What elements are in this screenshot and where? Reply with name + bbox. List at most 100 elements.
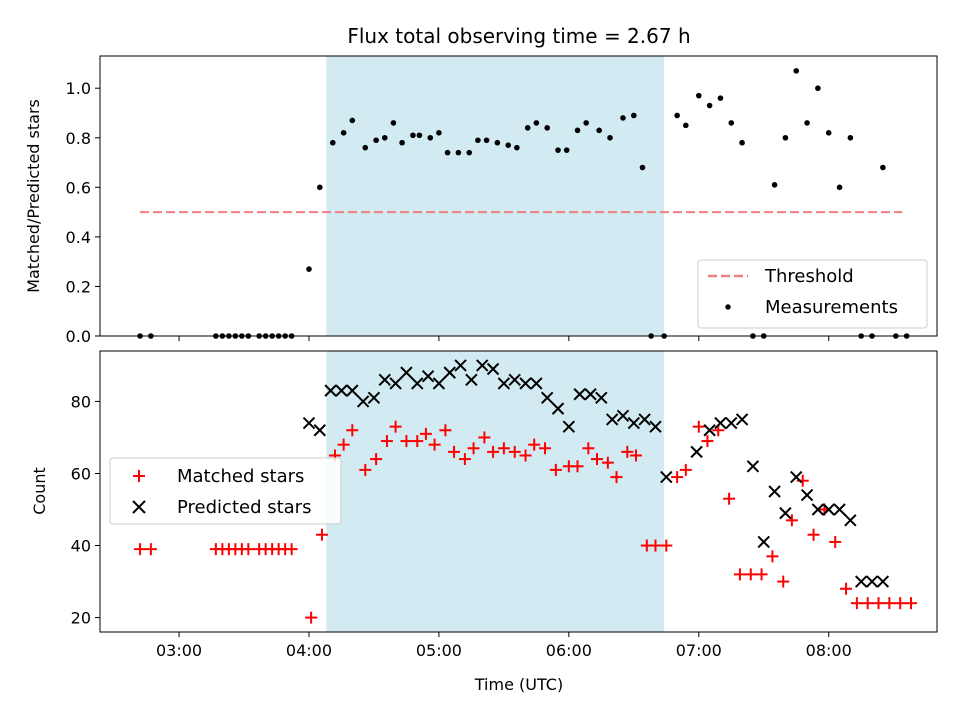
matched-star-point	[610, 471, 623, 484]
measurement-point	[583, 120, 589, 126]
predicted-star-point	[595, 391, 608, 405]
top-axis: 0.0 0.2 0.4 0.6 0.8 1.0	[66, 79, 830, 346]
measurement-point	[574, 127, 581, 134]
predicted-star-point	[638, 413, 651, 426]
measurement-point	[717, 95, 724, 101]
predicted-star-point	[443, 366, 456, 379]
predicted-star-point	[844, 514, 857, 527]
y-tick-label: 0.2	[66, 277, 91, 296]
matched-star-point	[448, 445, 461, 458]
predicted-star-point	[627, 416, 641, 430]
matched-star-point	[744, 568, 757, 581]
measurement-point	[416, 132, 423, 139]
y-tick-label: 20	[71, 609, 91, 628]
matched-star-point	[467, 442, 480, 455]
matched-star-point	[337, 438, 350, 451]
matched-legend-label: Matched stars	[177, 466, 304, 487]
measurement-point	[399, 139, 405, 146]
predicted-star-point	[465, 373, 478, 387]
measurement-point	[782, 134, 789, 141]
y-tick-label: 0.4	[66, 228, 91, 247]
measurement-point	[483, 137, 490, 144]
bottom-panel: 20 40 60 80 03:00 04:00 05:00 06:00 07:00 08:00 C…	[30, 350, 938, 660]
top-panel: 0.0 0.2 0.4 0.6 0.8 1.0 Matched/Predicted sta…	[24, 55, 938, 346]
measurement-point	[349, 117, 356, 124]
predicted-star-point	[573, 388, 586, 401]
measurement-point	[631, 112, 637, 119]
matched-star-point	[419, 427, 432, 440]
matched-star-point	[285, 543, 298, 556]
predicted-star-point	[854, 575, 868, 588]
matched-star-point	[777, 575, 790, 588]
bottom-axes-frame	[99, 350, 938, 633]
measurement-point	[317, 184, 323, 191]
measurement-point	[825, 130, 832, 136]
predicted-star-point	[324, 384, 337, 397]
bottom-legend-box	[109, 457, 342, 525]
matched-star-point	[305, 611, 318, 624]
matched-star-point	[370, 453, 383, 466]
matched-star-point	[692, 420, 705, 433]
matched-star-point	[571, 460, 584, 473]
predicted-star-point	[811, 503, 825, 516]
measurement-point	[739, 139, 745, 146]
predicted-star-point	[335, 384, 348, 397]
matched-star-point	[315, 528, 328, 541]
measurement-point	[533, 120, 540, 126]
measurements-legend-label: Measurements	[765, 297, 898, 318]
predicted-star-point	[421, 370, 435, 383]
x-tick-label: 07:00	[676, 641, 722, 660]
measurement-point	[682, 122, 689, 129]
predicted-star-point	[800, 488, 814, 502]
measurement-point	[544, 125, 550, 131]
predicted-star-point	[367, 391, 381, 405]
predicted-star-point	[833, 503, 846, 516]
measurement-point	[373, 137, 379, 144]
predicted-star-point	[497, 377, 511, 390]
predicted-star-point	[508, 373, 521, 387]
measurement-point	[836, 184, 843, 191]
top-y-axis-label: Matched/Predicted stars	[24, 99, 43, 293]
matched-star-point	[807, 528, 820, 541]
matched-star-point	[785, 514, 798, 527]
measurement-point	[362, 144, 369, 151]
matched-star-point	[478, 431, 491, 444]
top-legend-box	[697, 259, 928, 329]
predicted-star-point	[876, 575, 890, 588]
matched-star-point	[458, 453, 471, 466]
predicted-star-point	[757, 535, 770, 549]
predicted-star-point	[411, 377, 424, 390]
matched-star-point	[519, 449, 532, 462]
matched-star-point	[883, 597, 896, 610]
matched-star-point	[840, 582, 853, 595]
matched-star-point	[497, 442, 510, 455]
measurement-point	[444, 149, 451, 156]
y-tick-label: 60	[71, 464, 91, 483]
measurement-point	[880, 164, 886, 171]
matched-star-point	[591, 453, 604, 466]
predicted-star-point	[356, 395, 370, 408]
predicted-star-point	[519, 377, 532, 390]
y-tick-label: 0.0	[66, 327, 91, 346]
measurement-point	[771, 182, 778, 188]
predicted-star-point	[313, 424, 327, 437]
matched-star-point	[134, 543, 147, 556]
predicted-star-point	[454, 359, 467, 372]
y-tick-label: 0.8	[66, 129, 91, 148]
matched-star-point	[701, 435, 714, 448]
measurement-point	[793, 68, 800, 74]
predicted-star-point	[302, 416, 316, 430]
matched-star-point	[660, 539, 673, 552]
x-axis-label: Time (UTC)	[474, 675, 563, 694]
measurement-point	[514, 144, 520, 151]
measurement-point	[410, 132, 416, 139]
matched-star-point	[528, 438, 541, 451]
bottom-y-axis-label: Count	[30, 467, 49, 515]
predicted-star-point	[486, 362, 500, 376]
predicted-star-point	[605, 413, 619, 426]
measurement-point	[436, 130, 442, 136]
bottom-highlight-span	[326, 351, 665, 632]
measurement-point	[706, 102, 713, 109]
measurement-point	[674, 112, 680, 119]
predicted-star-point	[690, 445, 703, 459]
